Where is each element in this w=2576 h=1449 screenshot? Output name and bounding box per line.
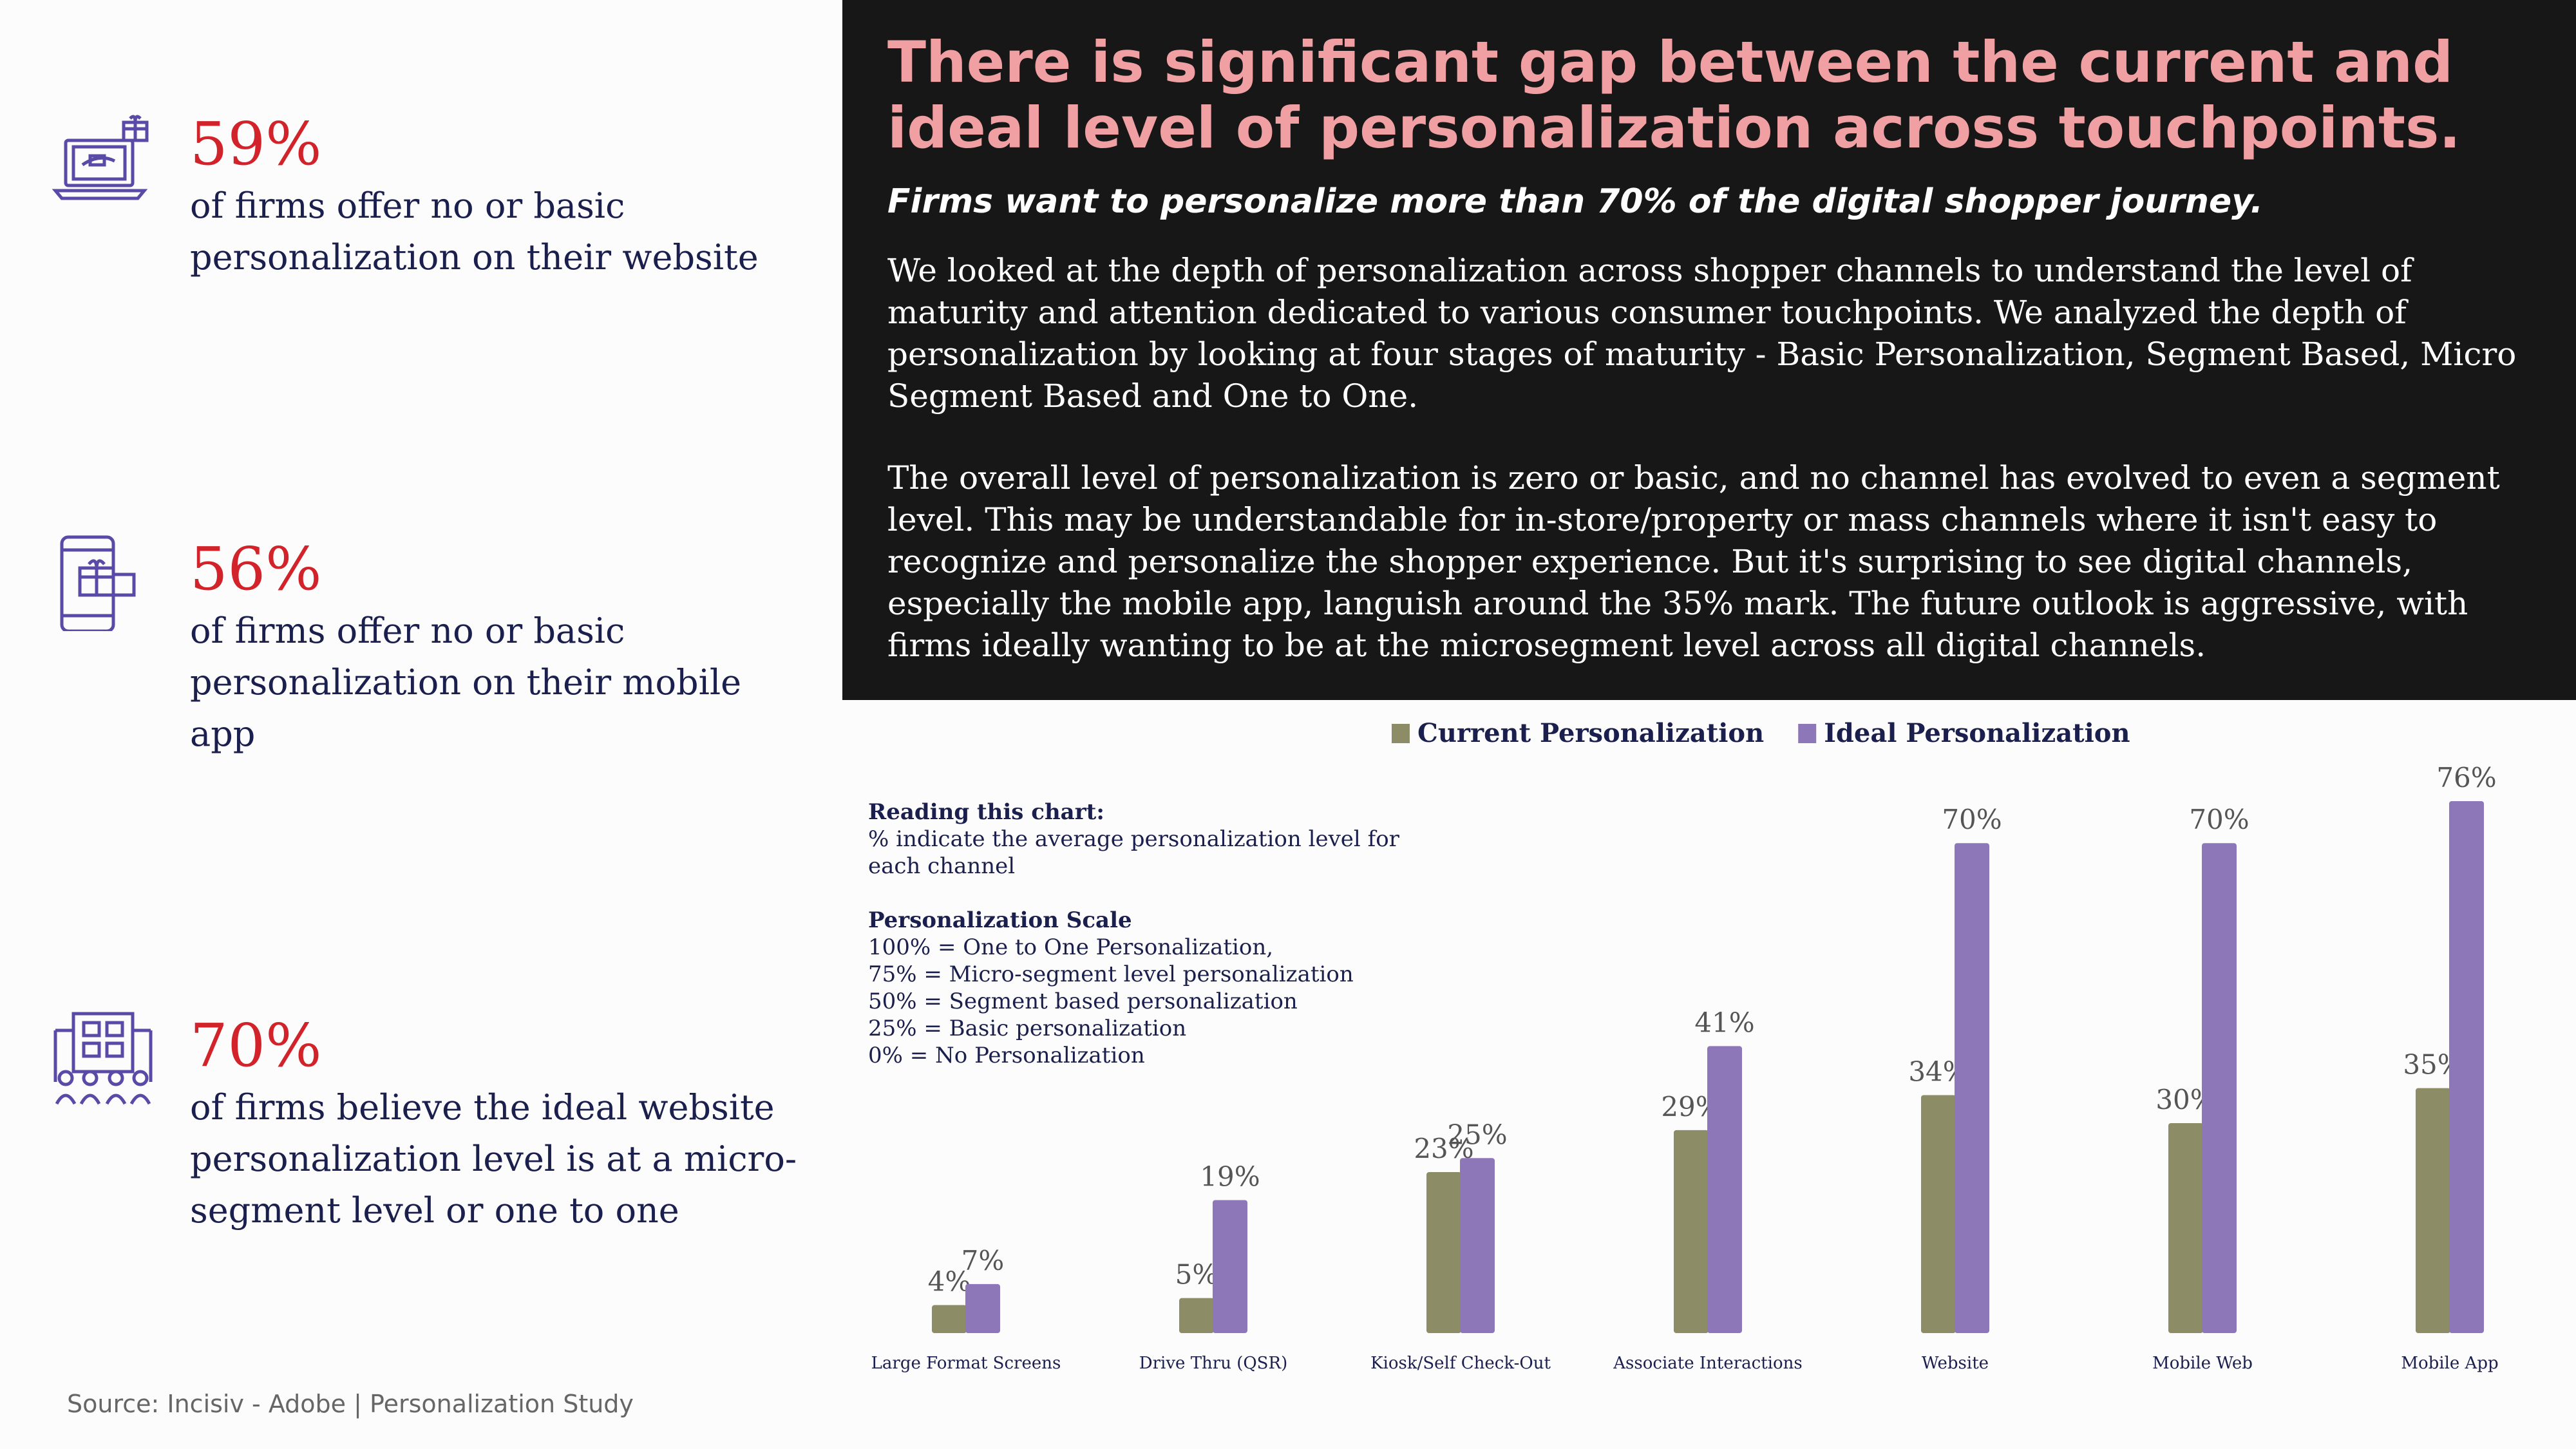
personalization-bar-chart: Current Personalization Ideal Personaliza… — [868, 718, 2499, 1373]
reading-line: each channel — [868, 853, 1015, 879]
stat-description: of firms offer no or basic personalizati… — [190, 185, 759, 278]
legend-swatch — [1798, 724, 1817, 743]
category-label: Mobile Web — [2152, 1354, 2253, 1373]
bar-current — [1674, 1130, 1709, 1333]
laptop-gift-icon — [52, 115, 149, 200]
data-label: 25% — [1447, 1119, 1507, 1150]
subheadline: Firms want to personalize more than 70% … — [887, 182, 2264, 221]
store-people-icon — [53, 1012, 153, 1105]
category-label: Kiosk/Self Check-Out — [1370, 1354, 1551, 1373]
category-label: Mobile App — [2401, 1354, 2498, 1373]
category-label: Website — [1922, 1354, 1989, 1373]
stat-percent: 56% — [190, 535, 322, 603]
legend-swatch — [1392, 724, 1410, 743]
data-label: 76% — [2436, 762, 2496, 793]
stat-percent: 70% — [190, 1011, 322, 1080]
data-label: 19% — [1200, 1161, 1260, 1193]
bar-current — [2168, 1122, 2203, 1333]
data-label: 41% — [1694, 1007, 1754, 1038]
stat-percent: 59% — [190, 109, 322, 178]
category-label: Associate Interactions — [1613, 1354, 1802, 1373]
data-label: 70% — [2189, 804, 2249, 835]
category-label: Drive Thru (QSR) — [1139, 1354, 1287, 1373]
bar-ideal — [1955, 843, 1989, 1333]
scale-line: 25% = Basic personalization — [868, 1016, 1186, 1041]
headline: There is significant gap between the cur… — [887, 29, 2461, 161]
stat-description: of firms offer no or basic personalizati… — [190, 611, 742, 754]
bar-ideal — [965, 1283, 1000, 1333]
data-label: 4% — [928, 1266, 971, 1298]
bar-current — [1426, 1172, 1461, 1333]
bar-ideal — [1707, 1046, 1742, 1333]
category-label: Large Format Screens — [871, 1354, 1061, 1373]
data-label: 5% — [1175, 1259, 1218, 1291]
reading-title: Reading this chart: — [868, 799, 1104, 825]
scale-title: Personalization Scale — [868, 907, 1132, 933]
reading-line: % indicate the average personalization l… — [868, 826, 1400, 852]
stat-description: of firms believe the ideal website perso… — [190, 1087, 797, 1231]
bar-current — [1921, 1095, 1956, 1333]
scale-line: 75% = Micro-segment level personalizatio… — [868, 961, 1354, 987]
bar-ideal — [2449, 801, 2484, 1333]
mobile-gift-icon — [60, 535, 136, 631]
bar-ideal — [1213, 1200, 1247, 1333]
scale-line: 0% = No Personalization — [868, 1043, 1145, 1068]
paragraph-findings: The overall level of personalization is … — [887, 459, 2500, 664]
data-label: 7% — [961, 1245, 1005, 1276]
bar-current — [1179, 1298, 1214, 1333]
summary-panel — [842, 0, 2576, 700]
source-note: Source: Incisiv - Adobe | Personalizatio… — [67, 1390, 634, 1418]
legend-label: Current Personalization — [1417, 718, 1764, 748]
bar-current — [2416, 1088, 2450, 1333]
data-label: 70% — [1942, 804, 2002, 835]
paragraph-methodology: We looked at the depth of personalizatio… — [887, 252, 2517, 415]
legend-label: Ideal Personalization — [1824, 718, 2130, 748]
bar-ideal — [2202, 843, 2237, 1333]
scale-line: 100% = One to One Personalization, — [868, 934, 1273, 960]
bar-current — [932, 1305, 967, 1333]
scale-line: 50% = Segment based personalization — [868, 989, 1298, 1014]
bar-ideal — [1460, 1158, 1495, 1333]
